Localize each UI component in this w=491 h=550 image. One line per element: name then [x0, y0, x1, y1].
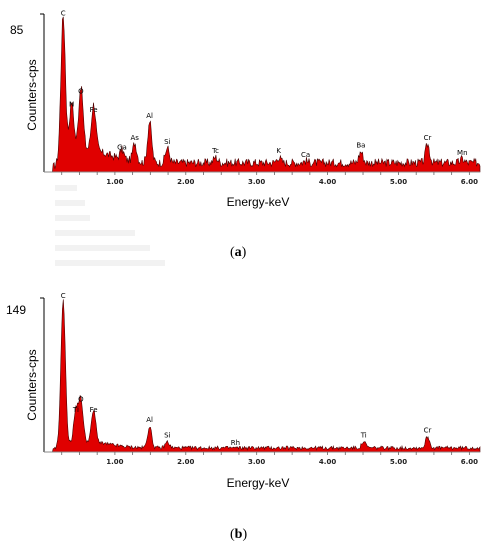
peak-label: Ti: [72, 406, 79, 414]
x-tick-label: 1.00: [106, 458, 123, 466]
x-tick-label: 5.00: [390, 178, 407, 186]
x-tick-label: 5.00: [390, 458, 407, 466]
spectrum-area-b: [44, 299, 481, 453]
x-tick-label: 3.00: [248, 178, 265, 186]
peak-label: Fe: [90, 106, 98, 114]
x-tick-label: 4.00: [319, 458, 336, 466]
peak-label: Si: [164, 432, 170, 440]
x-tick-label: 6.00: [461, 458, 478, 466]
peak-label: Fe: [90, 406, 98, 414]
peak-label: Mn: [457, 149, 467, 157]
xlabel-a: Energy-keV: [227, 195, 290, 209]
caption-a: (a): [230, 245, 247, 260]
peak-label: Ca: [301, 151, 310, 159]
peak-label: N: [69, 101, 74, 109]
spectrum-fill: [44, 16, 481, 173]
x-tick-label: 3.00: [248, 458, 265, 466]
x-axis-b: 1.00 2.00 3.00 4.00 5.00 6.00: [40, 297, 480, 466]
peak-label: Ba: [356, 142, 365, 150]
ylabel-a: Counters-cps: [25, 59, 39, 130]
xlabel-b: Energy-keV: [227, 476, 290, 490]
caption-b: (b): [230, 527, 247, 542]
spectrum-panel-b: 149 Counters-cps C O Ti Fe Al Si Rh Ti Cr 1.00 2.…: [6, 292, 481, 542]
x-tick-label: 2.00: [177, 178, 194, 186]
peak-labels-b: C O Ti Fe Al Si Rh Ti Cr: [61, 292, 432, 447]
peak-label: Cr: [424, 134, 432, 142]
peak-label: Rh: [231, 439, 240, 447]
ymax-label-a: 85: [10, 23, 24, 37]
x-axis-a: 1.00 2.00 3.00 4.00 5.00 6.00: [40, 13, 480, 186]
x-tick-label: 4.00: [319, 178, 336, 186]
spectrum-area-a: [44, 16, 481, 173]
x-tick-label: 6.00: [461, 178, 478, 186]
peak-label: Cr: [424, 426, 432, 434]
peak-label: Ga: [117, 143, 127, 151]
peak-label: O: [78, 88, 84, 96]
peak-label: K: [276, 147, 281, 155]
lost-label-placeholder: [55, 185, 165, 266]
peak-label: Tc: [211, 147, 219, 155]
peak-label: O: [78, 395, 84, 403]
ylabel-b: Counters-cps: [25, 349, 39, 420]
peak-label: C: [61, 292, 66, 300]
peak-label: Si: [164, 138, 170, 146]
ymax-label-b: 149: [6, 303, 26, 317]
peak-label: Al: [146, 416, 153, 424]
peak-label: Al: [146, 112, 153, 120]
spectrum-panel-a: 85 Counters-cps C NO Fe Ga As Al Si Tc K Ca Ba Cr Mn…: [10, 10, 481, 266]
peak-label: As: [131, 134, 140, 142]
x-tick-label: 2.00: [177, 458, 194, 466]
spectrum-fill: [44, 299, 481, 453]
peak-label: C: [61, 10, 66, 18]
peak-label: Ti: [360, 432, 367, 440]
x-tick-label: 1.00: [106, 178, 123, 186]
peak-labels-a: C NO Fe Ga As Al Si Tc K Ca Ba Cr Mn: [61, 10, 468, 159]
